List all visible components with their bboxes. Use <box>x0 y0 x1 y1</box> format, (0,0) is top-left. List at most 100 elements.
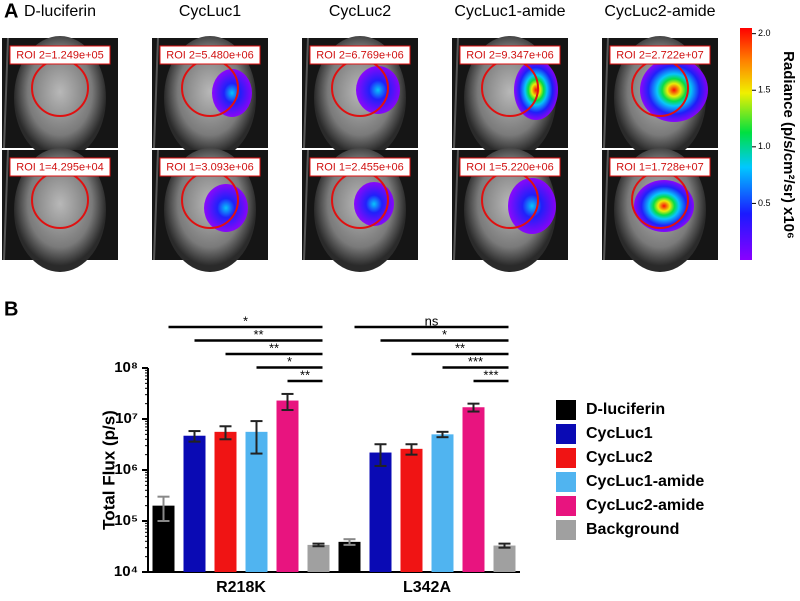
column-title: CycLuc1 <box>179 3 241 20</box>
bar <box>214 431 237 572</box>
significance-label: ** <box>269 340 279 355</box>
bar <box>307 544 330 572</box>
error-bar <box>188 430 201 443</box>
legend-swatch <box>556 400 576 420</box>
roi-box <box>459 157 561 177</box>
legend-label: CycLuc1-amide <box>586 473 704 490</box>
error-bar <box>343 538 356 546</box>
colorbar <box>740 28 752 260</box>
significance-label: *** <box>483 367 498 382</box>
error-bar <box>405 443 418 456</box>
legend-swatch <box>556 472 576 492</box>
legend-swatch <box>556 520 576 540</box>
colorbar-tick-label: 0.5 <box>758 198 771 208</box>
roi-label: ROI 2=6.769e+06 <box>316 49 403 61</box>
roi-label: ROI 2=9.347e+06 <box>466 49 553 61</box>
significance-label: *** <box>468 354 483 369</box>
bar <box>152 505 175 572</box>
y-tick-label: 10⁸ <box>114 359 138 376</box>
legend-swatch <box>556 424 576 444</box>
panel-label: A <box>4 0 18 22</box>
signal <box>514 60 558 120</box>
bar <box>183 435 206 572</box>
significance-label: ** <box>455 340 465 355</box>
roi-box <box>609 45 711 65</box>
colorbar-tick-label: 1.0 <box>758 141 771 151</box>
legend-label: CycLuc2 <box>586 449 653 466</box>
roi-box <box>9 157 111 177</box>
signal <box>212 69 252 117</box>
roi-label: ROI 1=1.728e+07 <box>616 161 703 173</box>
signal <box>204 184 248 232</box>
significance-label: ** <box>253 327 263 342</box>
column-title: D-luciferin <box>24 3 96 20</box>
significance-label: * <box>442 327 447 342</box>
error-bar <box>374 443 387 467</box>
colorbar-tick-label: 2.0 <box>758 28 771 38</box>
roi-label: ROI 2=5.480e+06 <box>166 49 253 61</box>
bar <box>493 545 516 572</box>
legend-label: Background <box>586 521 679 538</box>
legend-swatch <box>556 496 576 516</box>
roi-box <box>309 45 411 65</box>
roi-label: ROI 2=1.249e+05 <box>16 49 103 61</box>
cage-bar <box>303 37 309 149</box>
y-tick-label: 10⁴ <box>114 563 138 580</box>
legend-label: CycLuc1 <box>586 425 653 442</box>
roi-box <box>9 45 111 65</box>
legend-label: CycLuc2-amide <box>586 497 704 514</box>
roi-label: ROI 2=2.722e+07 <box>616 49 703 61</box>
roi-box <box>609 157 711 177</box>
signal <box>508 178 556 234</box>
cage-bar <box>3 37 9 149</box>
legend-swatch <box>556 448 576 468</box>
roi-box <box>309 157 411 177</box>
y-tick-label: 10⁵ <box>114 512 138 529</box>
column-title: CycLuc2-amide <box>604 3 715 20</box>
bar <box>276 400 299 572</box>
roi-label: ROI 1=3.093e+06 <box>166 161 253 173</box>
y-tick-label: 10⁷ <box>115 410 138 427</box>
error-bar <box>498 542 511 549</box>
error-bar <box>219 425 232 441</box>
bar <box>462 407 485 572</box>
roi-box <box>159 157 261 177</box>
cage-bar <box>153 37 159 149</box>
cage-bar <box>303 149 309 261</box>
mouse-head <box>14 36 106 160</box>
roi-box <box>159 45 261 65</box>
error-bar <box>250 420 263 455</box>
colorbar-tick-label: 1.5 <box>758 85 771 95</box>
bar <box>431 434 454 572</box>
panel-label: B <box>4 298 18 320</box>
y-tick-label: 10⁶ <box>114 461 138 478</box>
y-axis-label: Total Flux (p/s) <box>99 410 118 530</box>
signal <box>640 58 708 122</box>
bar <box>245 431 268 572</box>
signal <box>634 180 694 232</box>
bar <box>400 448 423 572</box>
cage-bar <box>3 149 9 261</box>
roi-label: ROI 1=4.295e+04 <box>16 161 103 173</box>
x-tick-label: L342A <box>403 579 451 596</box>
cage-bar <box>453 149 459 261</box>
cage-bar <box>153 149 159 261</box>
error-bar <box>312 542 325 548</box>
bar <box>369 452 392 572</box>
significance-label: ** <box>300 367 310 382</box>
error-bar <box>281 392 294 412</box>
column-title: CycLuc1-amide <box>454 3 565 20</box>
x-tick-label: R218K <box>216 579 266 596</box>
significance-label: * <box>243 313 248 328</box>
mouse-head <box>164 36 256 160</box>
error-bar <box>157 495 170 522</box>
roi-label: ROI 1=5.220e+06 <box>466 161 553 173</box>
cage-bar <box>603 37 609 149</box>
colorbar-label: Radiance (p/s/cm²/sr) x10⁶ <box>780 51 797 239</box>
error-bar <box>467 402 480 413</box>
legend-label: D-luciferin <box>586 401 665 418</box>
significance-label: * <box>287 354 292 369</box>
column-title: CycLuc2 <box>329 3 391 20</box>
significance-label: ns <box>425 313 439 328</box>
